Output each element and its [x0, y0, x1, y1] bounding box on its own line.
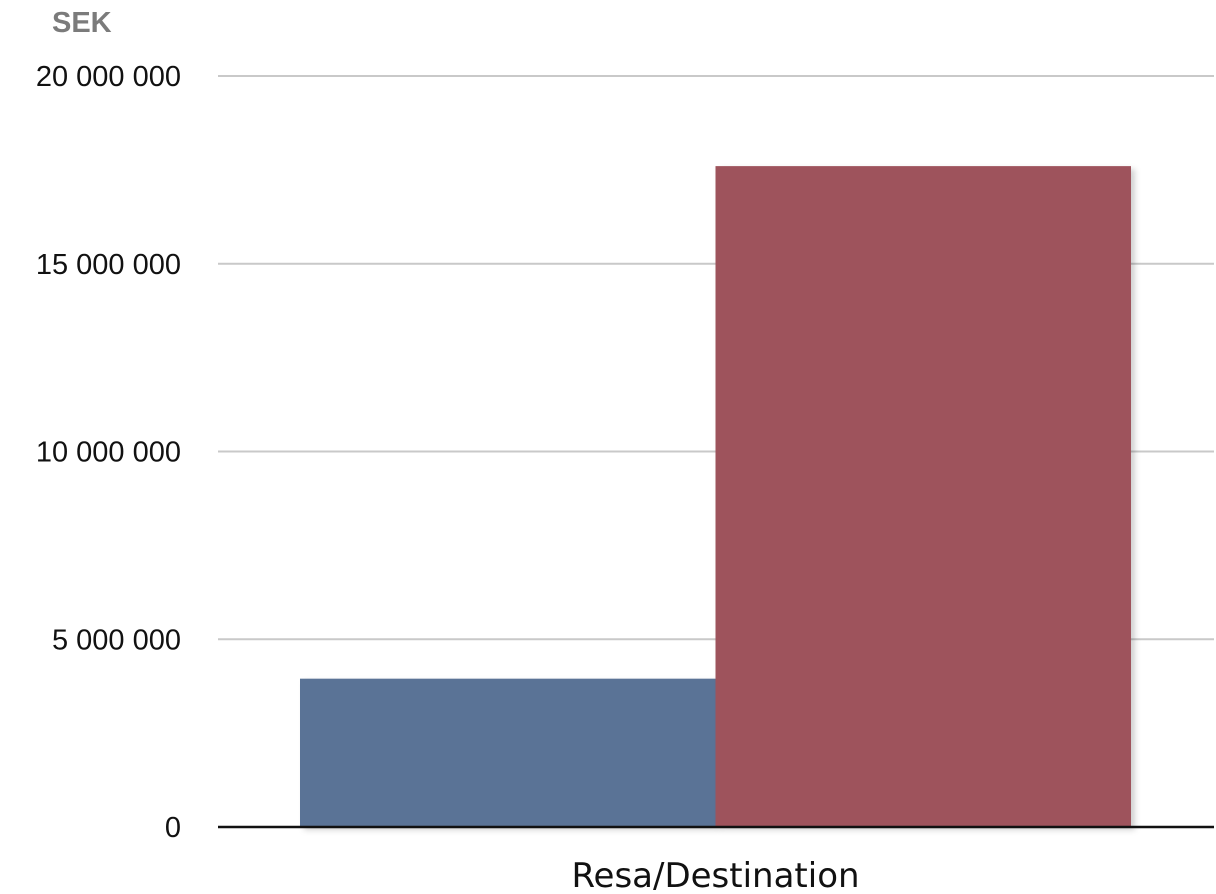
y-unit-label: SEK [52, 7, 112, 39]
y-tick-label: 15 000 000 [36, 249, 181, 281]
x-category-label: Resa/Destination [571, 856, 859, 894]
y-tick-label: 0 [165, 812, 181, 844]
x-category-labels: Resa/Destination [571, 856, 859, 894]
bar-series-1 [300, 678, 716, 827]
y-tick-labels: 0 5 000 000 10 000 000 15 000 000 20 000 000 [36, 61, 181, 844]
y-tick-label: 20 000 000 [36, 61, 181, 93]
y-tick-label: 5 000 000 [52, 624, 181, 656]
bars [300, 166, 1131, 827]
y-tick-label: 10 000 000 [36, 437, 181, 469]
bar-series-2 [715, 166, 1131, 827]
